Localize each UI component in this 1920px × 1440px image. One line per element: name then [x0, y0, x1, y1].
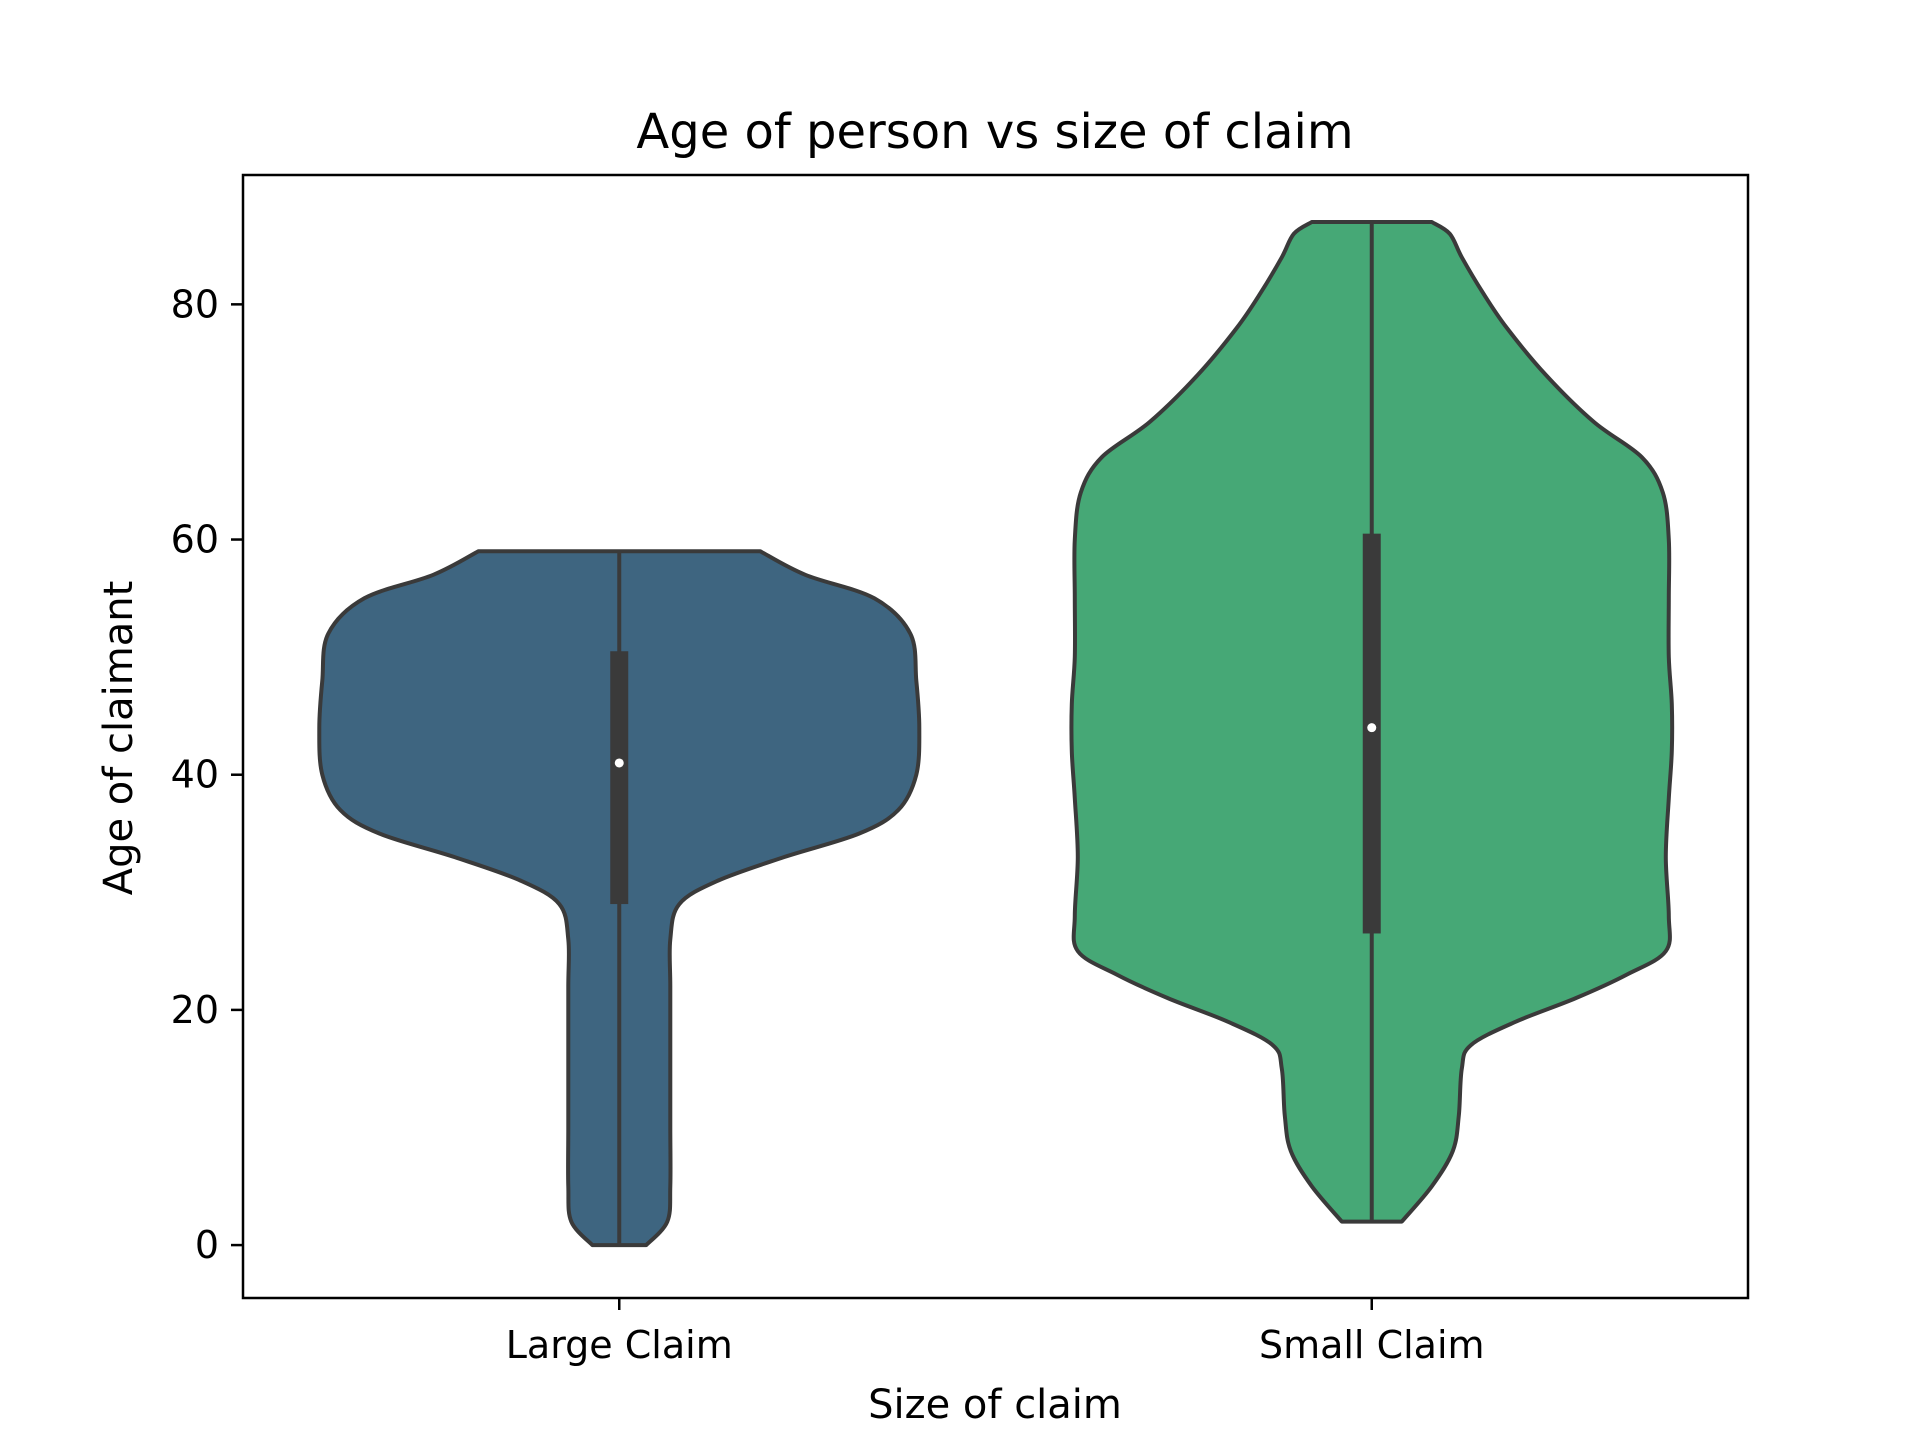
plot-area: Large Claim Small Claim 0 20 40 60 80: [171, 173, 1750, 1367]
y-tick-label-0: 0: [195, 1223, 219, 1267]
x-tick-label-large-claim: Large Claim: [506, 1323, 733, 1367]
violin-iqr-box-large-claim: [610, 651, 629, 905]
y-axis-label: Age of claimant: [96, 581, 142, 896]
plot-frame: [241, 173, 1750, 1300]
chart-title: Age of person vs size of claim: [636, 104, 1353, 160]
y-tick-label-80: 80: [171, 282, 219, 326]
x-tick-label-small-claim: Small Claim: [1259, 1323, 1485, 1367]
y-tick-label-40: 40: [171, 753, 219, 797]
violin-iqr-box-small-claim: [1362, 533, 1381, 934]
violin-median-dot-small-claim: [1367, 723, 1377, 733]
violin-median-dot-large-claim: [614, 758, 624, 768]
y-tick-label-60: 60: [171, 518, 219, 562]
y-tick-label-20: 20: [171, 988, 219, 1032]
x-axis-label: Size of claim: [868, 1382, 1122, 1428]
